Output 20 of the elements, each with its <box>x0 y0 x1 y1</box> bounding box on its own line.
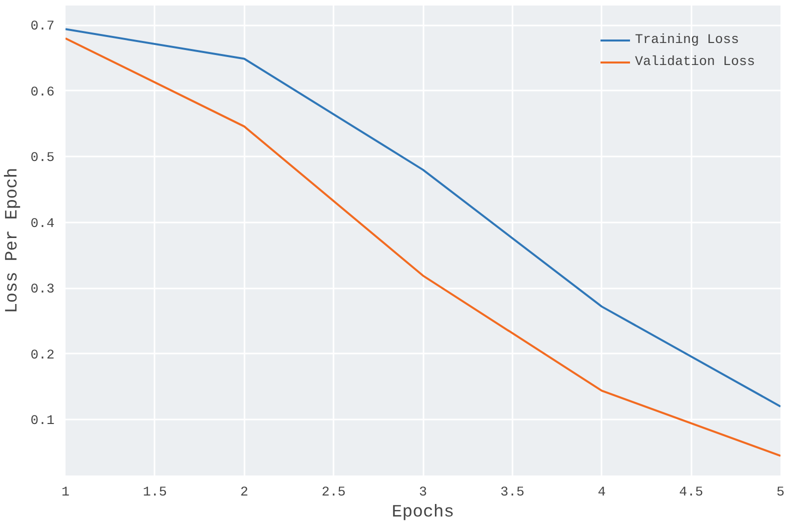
x-tick-label: 4.5 <box>679 486 704 500</box>
x-tick-label: 3.5 <box>500 486 524 500</box>
legend-label: Validation Loss <box>635 54 755 70</box>
y-tick-label: 0.1 <box>30 414 55 430</box>
legend-label: Training Loss <box>635 32 739 48</box>
x-tick-label: 4 <box>598 486 606 500</box>
x-tick-label: 3 <box>419 486 427 500</box>
y-tick-label: 0.3 <box>30 282 55 298</box>
x-tick-label: 5 <box>776 486 784 500</box>
x-tick-label: 2.5 <box>322 486 346 500</box>
x-tick-label: 1.5 <box>142 486 167 500</box>
x-tick-label: 2 <box>240 486 248 500</box>
y-tick-label: 0.7 <box>30 20 55 35</box>
y-tick-label: 0.4 <box>30 216 55 232</box>
y-tick-label: 0.6 <box>30 85 55 100</box>
y-axis-title: Loss Per Epoch <box>4 168 23 314</box>
y-tick-label: 0.2 <box>30 348 55 364</box>
x-axis-title: Epochs <box>392 504 454 522</box>
x-tick-label: 1 <box>62 486 70 500</box>
y-tick-label: 0.5 <box>30 151 55 166</box>
